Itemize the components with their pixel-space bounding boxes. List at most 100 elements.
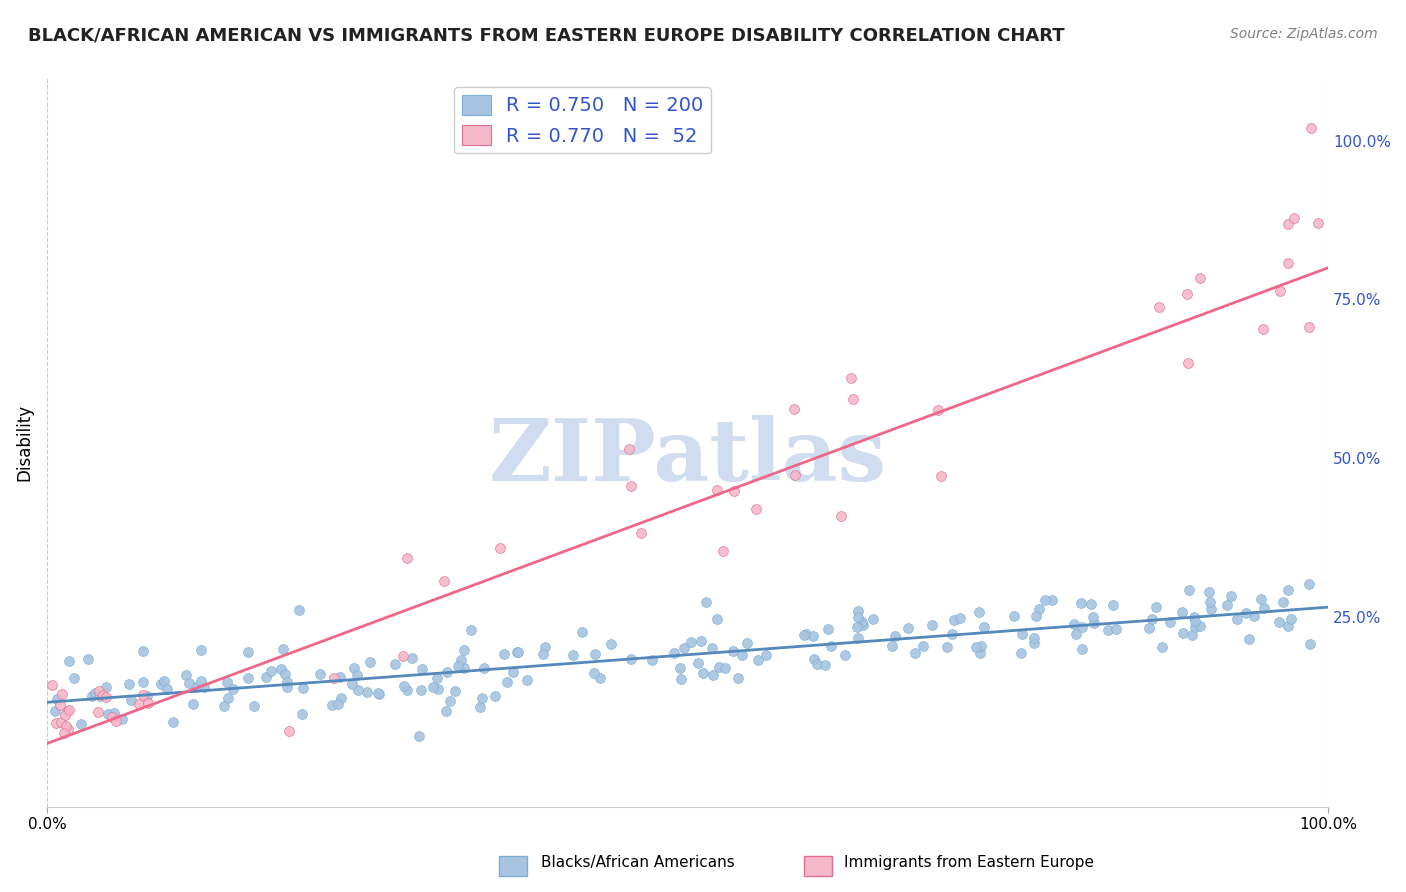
Point	[1101, 598, 1123, 612]
Point	[1028, 601, 1050, 615]
Point	[162, 714, 184, 729]
Point	[104, 714, 127, 728]
Point	[662, 647, 685, 661]
Point	[1226, 612, 1249, 626]
Point	[1298, 320, 1320, 334]
Point	[96, 690, 118, 704]
Point	[862, 612, 884, 626]
Point	[329, 691, 352, 706]
Y-axis label: Disability: Disability	[15, 404, 32, 481]
Point	[921, 617, 943, 632]
Point	[830, 508, 852, 523]
Point	[111, 712, 134, 726]
Point	[93, 689, 115, 703]
Point	[583, 666, 606, 681]
Point	[723, 644, 745, 658]
Point	[384, 657, 406, 671]
Point	[1253, 600, 1275, 615]
Point	[1024, 635, 1046, 649]
Point	[340, 677, 363, 691]
Point	[534, 640, 557, 655]
Point	[212, 699, 235, 714]
Point	[56, 722, 79, 736]
Point	[1081, 609, 1104, 624]
Point	[814, 657, 837, 672]
Point	[51, 687, 73, 701]
Point	[1268, 615, 1291, 629]
Point	[321, 698, 343, 712]
Point	[55, 704, 77, 718]
Point	[1216, 598, 1239, 612]
Point	[1147, 300, 1170, 314]
Point	[453, 661, 475, 675]
Point	[135, 689, 157, 703]
Point	[785, 468, 807, 483]
Point	[1184, 614, 1206, 628]
Point	[468, 700, 491, 714]
Point	[571, 625, 593, 640]
Point	[1152, 640, 1174, 654]
Point	[1171, 605, 1194, 619]
Point	[695, 594, 717, 608]
Point	[1140, 612, 1163, 626]
Point	[817, 622, 839, 636]
Point	[217, 691, 239, 706]
Point	[949, 611, 972, 625]
Point	[484, 689, 506, 703]
Point	[620, 651, 643, 665]
Point	[1243, 608, 1265, 623]
Point	[641, 652, 664, 666]
Point	[702, 667, 724, 681]
Legend: R = 0.750   N = 200, R = 0.770   N =  52: R = 0.750 N = 200, R = 0.770 N = 52	[454, 87, 711, 153]
Point	[150, 677, 173, 691]
Point	[222, 681, 245, 696]
Point	[276, 675, 298, 690]
Point	[1159, 615, 1181, 629]
Point	[912, 639, 935, 653]
Point	[58, 703, 80, 717]
Point	[436, 665, 458, 679]
Point	[942, 613, 965, 627]
Point	[271, 641, 294, 656]
Point	[846, 604, 869, 618]
Point	[433, 574, 456, 589]
Point	[1083, 616, 1105, 631]
Point	[969, 605, 991, 619]
Point	[755, 648, 778, 663]
Point	[308, 667, 330, 681]
Point	[620, 479, 643, 493]
Text: ZIPatlas: ZIPatlas	[488, 415, 887, 499]
Point	[1189, 271, 1212, 285]
Text: Source: ZipAtlas.com: Source: ZipAtlas.com	[1230, 27, 1378, 41]
Point	[1171, 626, 1194, 640]
Point	[884, 629, 907, 643]
Point	[55, 719, 77, 733]
Point	[63, 671, 86, 685]
Point	[132, 675, 155, 690]
Point	[326, 697, 349, 711]
Point	[359, 655, 381, 669]
Point	[101, 710, 124, 724]
Point	[396, 683, 419, 698]
Point	[273, 667, 295, 681]
Point	[1025, 608, 1047, 623]
Point	[1035, 593, 1057, 607]
Point	[270, 662, 292, 676]
Point	[128, 697, 150, 711]
Point	[82, 689, 104, 703]
Point	[806, 657, 828, 671]
Point	[89, 684, 111, 698]
Point	[801, 629, 824, 643]
Point	[489, 541, 512, 555]
Point	[1188, 618, 1211, 632]
Point	[396, 550, 419, 565]
Point	[1277, 256, 1299, 270]
Point	[508, 644, 530, 658]
Point	[434, 704, 457, 718]
Point	[1182, 610, 1205, 624]
Point	[236, 672, 259, 686]
Point	[46, 692, 69, 706]
Point	[731, 648, 754, 663]
Point	[709, 659, 731, 673]
Point	[1002, 608, 1025, 623]
